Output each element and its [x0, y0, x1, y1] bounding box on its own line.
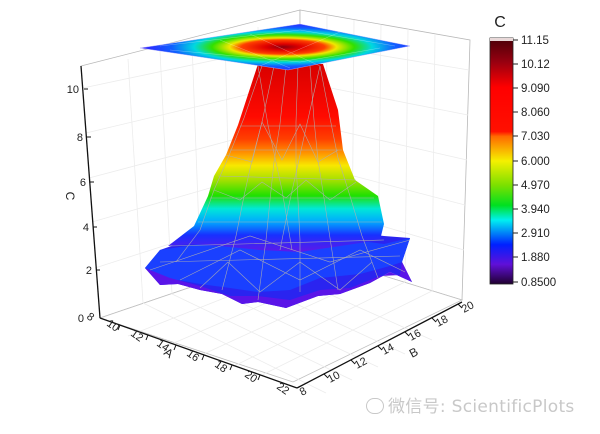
surface-mesh — [149, 65, 411, 301]
colorbar-label-7: 3.940 — [521, 204, 550, 216]
b-tick-20: 20 — [460, 299, 476, 315]
a-tick-18: 18 — [212, 359, 229, 376]
z-tick-4: 4 — [83, 222, 89, 234]
b-tick-8: 8 — [298, 385, 309, 398]
z-tick-8: 8 — [77, 132, 83, 144]
b-tick-14: 14 — [380, 341, 396, 357]
a-tick-16: 16 — [184, 348, 201, 365]
colorbar-label-5: 6.000 — [521, 156, 550, 168]
colorbar: C 11.15 10.12 9.090 8.060 7.030 6.000 4.… — [489, 14, 556, 289]
z-tick-6: 6 — [80, 177, 86, 189]
b-tick-16: 16 — [407, 327, 423, 343]
colorbar-label-1: 10.12 — [521, 59, 550, 71]
z-tick-10: 10 — [67, 84, 79, 96]
colorbar-label-6: 4.970 — [521, 180, 550, 192]
a-tick-20: 20 — [242, 369, 259, 386]
colorbar-label-2: 9.090 — [521, 83, 550, 95]
wechat-icon — [366, 398, 384, 414]
a-tick-14: 14 — [154, 338, 171, 355]
watermark: 微信号: ScientificPlots — [366, 392, 575, 417]
colorbar-title: C — [494, 14, 506, 31]
b-axis-tick-labels: 8 10 12 14 16 18 20 — [298, 299, 476, 398]
a-axis-ticks — [117, 324, 261, 381]
watermark-text: 微信号: ScientificPlots — [388, 397, 575, 417]
colorbar-label-0: 11.15 — [521, 35, 549, 47]
z-tick-2: 2 — [86, 265, 92, 277]
a-axis-tick-labels: 8 10 12 14 16 18 20 22 — [84, 311, 291, 398]
a-tick-8: 8 — [84, 311, 96, 324]
z-tick-0: 0 — [78, 313, 84, 325]
b-tick-12: 12 — [353, 355, 369, 371]
b-tick-18: 18 — [434, 313, 450, 329]
colorbar-label-10: 0.8500 — [521, 277, 556, 289]
colorbar-label-9: 1.880 — [521, 252, 550, 264]
b-axis-title: B — [407, 345, 421, 361]
z-axis-title: C — [63, 192, 77, 201]
a-tick-10: 10 — [104, 318, 121, 335]
colorbar-label-8: 2.910 — [521, 228, 550, 240]
colorbar-label-3: 8.060 — [521, 107, 550, 119]
colorbar-label-4: 7.030 — [521, 131, 550, 143]
b-tick-10: 10 — [326, 369, 342, 385]
top-contour-plane — [139, 23, 411, 71]
a-tick-12: 12 — [128, 328, 145, 345]
z-axis-ticks — [84, 88, 100, 271]
a-tick-22: 22 — [274, 381, 291, 398]
axes — [80, 65, 463, 389]
z-axis-tick-labels: 0 2 4 6 8 10 — [67, 84, 92, 325]
b-axis-ticks — [323, 303, 463, 379]
surface-column — [168, 64, 384, 252]
